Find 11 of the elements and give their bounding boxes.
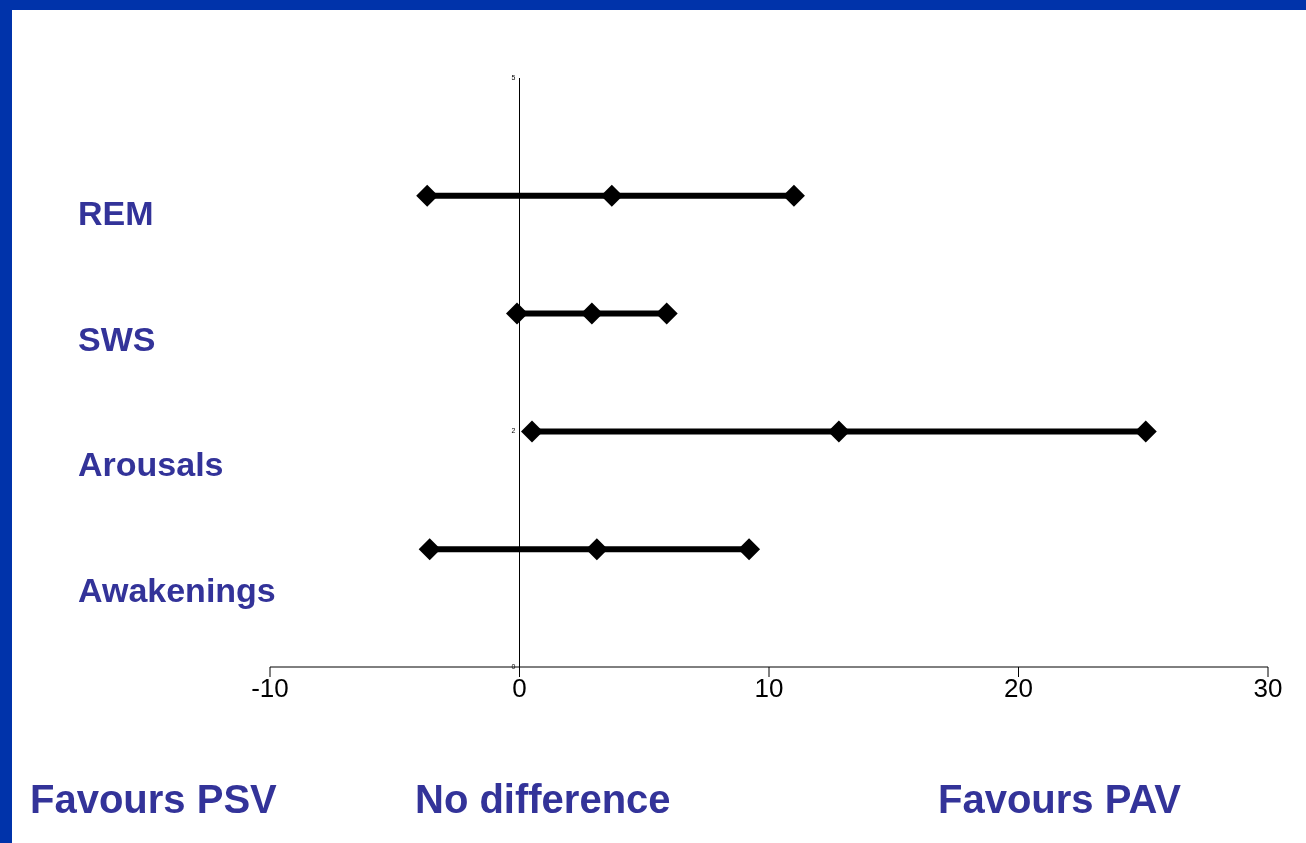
x-tick-label: 20 bbox=[1004, 673, 1033, 704]
annotation: Awakenings bbox=[78, 571, 276, 610]
x-tick-label: -10 bbox=[251, 673, 289, 704]
text: Favours PAV bbox=[938, 777, 1182, 821]
x-tick-label: 30 bbox=[1253, 673, 1283, 704]
text: REM bbox=[78, 193, 154, 232]
x-tick-label: 10 bbox=[754, 673, 784, 704]
text: SWS bbox=[78, 319, 156, 358]
text: Arousals bbox=[78, 445, 224, 484]
text: No difference bbox=[415, 777, 671, 821]
text: Favours PSV bbox=[30, 777, 277, 821]
